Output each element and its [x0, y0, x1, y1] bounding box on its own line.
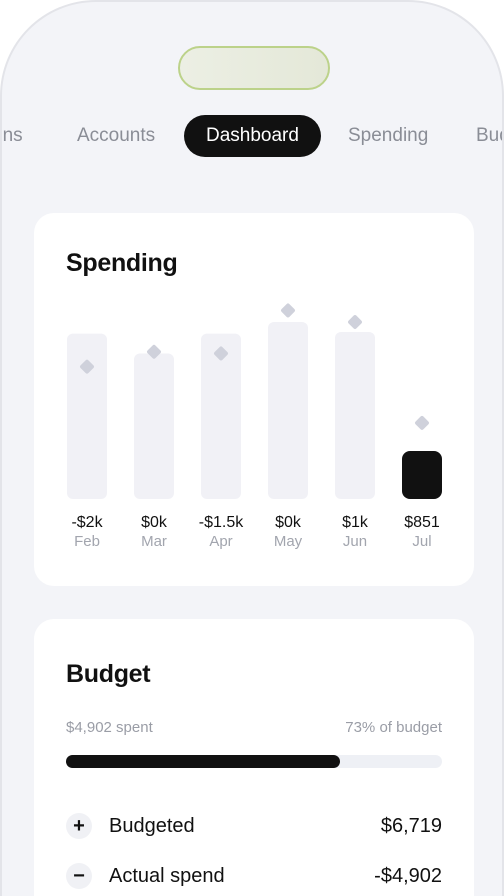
chart-marker-mar: [147, 344, 161, 359]
chart-bar-jun[interactable]: [335, 331, 375, 499]
chart-bar-feb[interactable]: [67, 333, 107, 499]
dynamic-island-pill[interactable]: [178, 46, 330, 90]
minus-icon: −: [66, 863, 92, 889]
chart-marker-apr: [214, 346, 228, 361]
chart-category-label: Feb: [74, 533, 100, 550]
budget-progress-bar: [66, 755, 442, 768]
chart-marker-jul: [415, 415, 429, 430]
chart-category-label: Mar: [141, 533, 167, 550]
budget-row-budgeted[interactable]: + Budgeted $6,719: [66, 811, 442, 841]
tab-transactions[interactable]: ons: [2, 125, 23, 146]
budget-row-value: $6,719: [380, 815, 442, 837]
chart-marker-feb: [80, 359, 94, 374]
chart-marker-may: [281, 303, 295, 318]
chart-bar-jul[interactable]: [402, 451, 442, 499]
budget-spent-text: $4,902 spent: [66, 719, 153, 736]
budget-row-label: Actual spend: [109, 865, 225, 887]
chart-value-label: $0k: [275, 514, 302, 531]
budget-row-actual-spend[interactable]: − Actual spend -$4,902: [66, 861, 442, 891]
chart-bar-apr[interactable]: [201, 333, 241, 499]
chart-value-label: $0k: [141, 514, 168, 531]
chart-value-label: -$1.5k: [199, 514, 244, 531]
spending-chart: -$2k Feb $0k Mar -$1.5k Apr $0k May $1k Jun $851 Ju…: [67, 303, 442, 550]
budget-percent-text: 73% of budget: [345, 719, 442, 736]
budget-title: Budget: [66, 660, 151, 688]
tab-spending[interactable]: Spending: [348, 125, 429, 146]
tab-accounts[interactable]: Accounts: [77, 125, 156, 146]
budget-card[interactable]: Budget $4,902 spent 73% of budget + Budg…: [34, 619, 474, 896]
tab-budget[interactable]: Bud: [476, 125, 502, 146]
tab-dashboard[interactable]: Dashboard: [184, 115, 321, 157]
chart-bar-may[interactable]: [268, 322, 308, 499]
tab-bar: ons Accounts Dashboard Spending Bud: [2, 115, 502, 157]
budget-progress-fill: [66, 755, 341, 768]
plus-icon: +: [66, 813, 92, 839]
chart-category-label: Jul: [412, 533, 431, 550]
spending-card[interactable]: Spending -$2k Feb $0k Mar -$1.5k Apr $0k May $1k…: [34, 213, 474, 586]
chart-category-label: Jun: [343, 533, 367, 550]
budget-row-value: -$4,902: [374, 865, 442, 887]
chart-value-label: $851: [404, 514, 440, 531]
chart-marker-jun: [348, 315, 362, 329]
chart-category-label: Apr: [209, 533, 232, 550]
spending-title: Spending: [66, 249, 178, 277]
budget-row-label: Budgeted: [109, 815, 195, 837]
chart-value-label: -$2k: [71, 514, 103, 531]
chart-category-label: May: [274, 533, 303, 550]
chart-value-label: $1k: [342, 514, 369, 531]
chart-bar-mar[interactable]: [134, 353, 174, 499]
